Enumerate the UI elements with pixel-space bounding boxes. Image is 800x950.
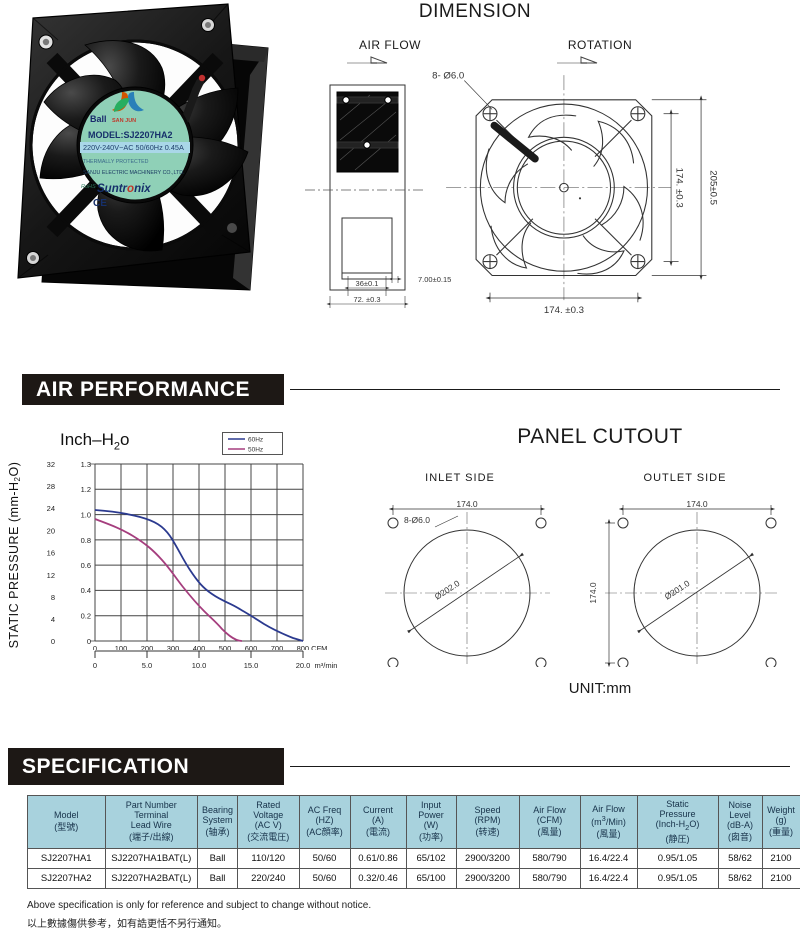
- svg-text:Ball: Ball: [90, 114, 107, 124]
- svg-text:4: 4: [51, 615, 55, 624]
- svg-text:36±0.1: 36±0.1: [356, 279, 379, 288]
- svg-text:1.0: 1.0: [81, 511, 91, 520]
- svg-text:28: 28: [47, 482, 55, 491]
- svg-text:CE: CE: [93, 198, 107, 209]
- svg-text:205±0.5: 205±0.5: [708, 170, 719, 205]
- svg-text:32: 32: [47, 460, 55, 469]
- svg-text:Suntronix: Suntronix: [97, 183, 151, 195]
- svg-text:12: 12: [47, 571, 55, 580]
- svg-text:0: 0: [51, 637, 55, 646]
- svg-text:174. ±0.3: 174. ±0.3: [544, 305, 584, 316]
- svg-text:174.0: 174.0: [588, 582, 598, 604]
- svg-text:8-Ø6.0: 8-Ø6.0: [404, 515, 430, 525]
- svg-text:220V-240V~AC 50/60Hz 0.45A: 220V-240V~AC 50/60Hz 0.45A: [83, 143, 184, 152]
- svg-text:MODEL:SJ2207HA2: MODEL:SJ2207HA2: [88, 130, 173, 140]
- svg-text:174.0: 174.0: [456, 499, 478, 509]
- svg-text:0.4: 0.4: [81, 586, 91, 595]
- svg-text:0: 0: [93, 661, 97, 670]
- svg-text:20.0: 20.0: [296, 661, 311, 670]
- svg-text:1.3: 1.3: [81, 460, 91, 469]
- svg-text:8- Ø6.0: 8- Ø6.0: [432, 70, 464, 81]
- svg-text:16: 16: [47, 549, 55, 558]
- svg-text:5.0: 5.0: [142, 661, 152, 670]
- svg-text:SANJU ELECTRIC MACHINERY CO.,L: SANJU ELECTRIC MACHINERY CO.,LTD.: [83, 170, 185, 176]
- svg-text:174.0: 174.0: [686, 499, 708, 509]
- svg-text:15.0: 15.0: [244, 661, 259, 670]
- svg-text:SAN JUN: SAN JUN: [112, 118, 136, 124]
- svg-text:0: 0: [87, 637, 91, 646]
- svg-text:RoHS: RoHS: [81, 184, 96, 190]
- svg-text:1.2: 1.2: [81, 485, 91, 494]
- svg-text:10.0: 10.0: [192, 661, 207, 670]
- svg-text:72. ±0.3: 72. ±0.3: [353, 295, 380, 304]
- svg-text:8: 8: [51, 593, 55, 602]
- svg-text:20: 20: [47, 527, 55, 536]
- svg-text:0.2: 0.2: [81, 612, 91, 621]
- svg-text:0.6: 0.6: [81, 561, 91, 570]
- svg-text:m³/min: m³/min: [315, 661, 338, 670]
- svg-text:THERMALLY PROTECTED: THERMALLY PROTECTED: [83, 159, 149, 165]
- svg-text:0.8: 0.8: [81, 536, 91, 545]
- svg-text:24: 24: [47, 504, 55, 513]
- svg-text:174. ±0.3: 174. ±0.3: [673, 168, 684, 208]
